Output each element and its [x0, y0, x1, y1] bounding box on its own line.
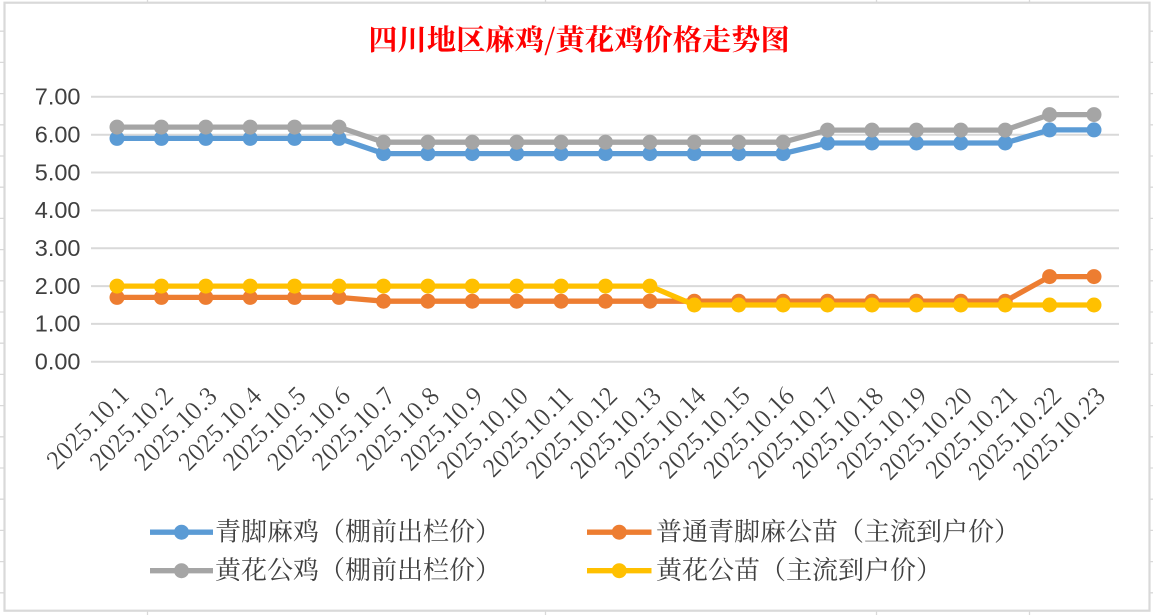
svg-text:1.00: 1.00	[35, 311, 81, 337]
svg-text:5.00: 5.00	[35, 159, 81, 185]
svg-text:2.00: 2.00	[35, 273, 81, 299]
svg-text:6.00: 6.00	[35, 122, 81, 148]
svg-text:4.00: 4.00	[35, 197, 81, 223]
svg-text:0.00: 0.00	[35, 349, 81, 375]
svg-text:7.00: 7.00	[35, 84, 81, 110]
svg-text:3.00: 3.00	[35, 235, 81, 261]
